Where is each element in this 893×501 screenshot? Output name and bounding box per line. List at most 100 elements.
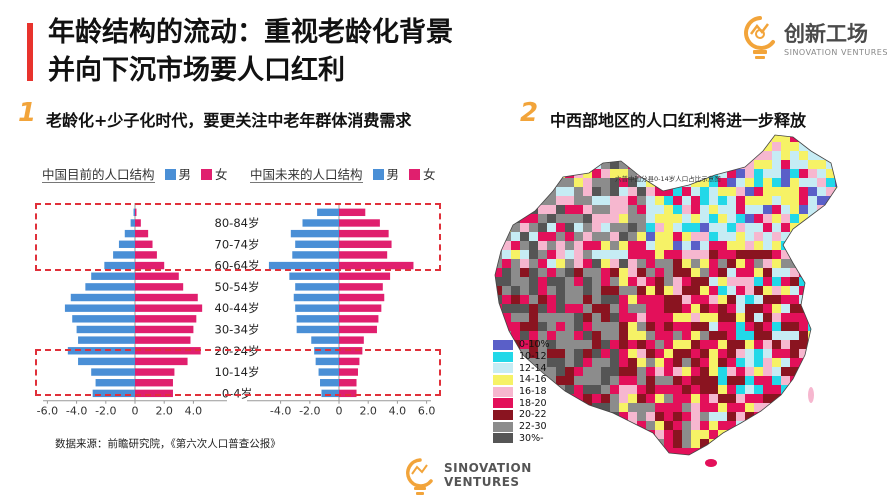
map-cell — [817, 367, 827, 377]
map-cell — [799, 322, 809, 332]
map-cell — [790, 358, 800, 368]
map-cell — [556, 241, 566, 251]
map-cell — [520, 277, 530, 287]
map-cell — [799, 430, 809, 440]
map-cell — [781, 135, 791, 143]
map-cell — [529, 142, 539, 152]
map-cell — [601, 295, 611, 305]
map-cell — [619, 304, 629, 314]
map-cell — [835, 313, 837, 323]
map-cell — [763, 412, 773, 422]
map-cell — [808, 205, 818, 215]
map-cell — [718, 295, 728, 305]
map-cell — [754, 304, 764, 314]
map-cell — [547, 313, 557, 323]
map-cell — [529, 214, 539, 224]
map-cell — [601, 259, 611, 269]
map-cell — [772, 196, 782, 206]
map-cell — [628, 367, 638, 377]
map-cell — [601, 304, 611, 314]
map-cell — [691, 223, 701, 233]
map-cell — [583, 421, 593, 431]
map-cell — [538, 187, 548, 197]
map-cell — [709, 376, 719, 386]
map-cell — [673, 403, 683, 413]
map-cell — [709, 394, 719, 404]
map-cell — [565, 142, 575, 152]
map-cell — [646, 286, 656, 296]
map-cell — [529, 259, 539, 269]
map-cell — [646, 331, 656, 341]
map-cell — [565, 322, 575, 332]
map-cell — [673, 135, 683, 143]
map-cell — [619, 412, 629, 422]
map-cell — [601, 412, 611, 422]
map-cell — [556, 358, 566, 368]
map-cell — [529, 151, 539, 161]
legend-item: 14-16 — [493, 374, 550, 386]
map-cell — [682, 295, 692, 305]
map-cell — [745, 448, 755, 455]
map-cell — [736, 457, 746, 467]
map-cell — [646, 304, 656, 314]
map-cell — [745, 241, 755, 251]
map-cell — [718, 178, 728, 188]
map-cell — [826, 232, 836, 242]
map-cell — [664, 331, 674, 341]
map-cell — [754, 403, 764, 413]
map-cell — [700, 142, 710, 152]
map-cell — [772, 205, 782, 215]
legend-swatch — [493, 398, 513, 409]
map-cell — [727, 322, 737, 332]
map-cell — [628, 340, 638, 350]
map-cell — [502, 250, 512, 260]
map-cell — [772, 232, 782, 242]
map-cell — [745, 259, 755, 269]
map-cell — [781, 295, 791, 305]
map-cell — [799, 196, 809, 206]
female-bar — [339, 304, 382, 312]
map-cell — [781, 268, 791, 278]
map-cell — [520, 160, 530, 170]
map-cell — [736, 232, 746, 242]
map-cell — [781, 313, 791, 323]
map-cell — [808, 286, 818, 296]
map-cell — [682, 135, 692, 143]
age-tick-label: 10-14岁 — [215, 365, 260, 379]
map-cell — [745, 385, 755, 395]
map-cell — [817, 457, 827, 467]
map-cell — [754, 187, 764, 197]
map-cell — [592, 457, 602, 467]
map-cell — [601, 277, 611, 287]
map-cell — [592, 223, 602, 233]
map-cell — [646, 421, 656, 431]
map-cell — [826, 448, 836, 455]
male-bar — [289, 272, 339, 280]
map-cell — [538, 358, 548, 368]
map-cell — [727, 135, 737, 143]
map-cell — [808, 214, 818, 224]
map-cell — [511, 331, 521, 341]
map-cell — [628, 457, 638, 467]
map-cell — [727, 331, 737, 341]
map-cell — [574, 135, 584, 143]
map-cell — [495, 241, 503, 251]
map-cell — [511, 142, 521, 152]
map-cell — [835, 466, 838, 468]
legend-item: 10-12 — [493, 351, 550, 363]
map-cell — [565, 304, 575, 314]
map-cell — [547, 340, 557, 350]
map-cell — [520, 196, 530, 206]
map-cell — [727, 142, 737, 152]
map-cell — [826, 349, 836, 359]
map-cell — [502, 259, 512, 269]
pyramid-2: -4.0 -2.0 0 2.0 4.0 6.0 — [247, 203, 435, 418]
map-cell — [790, 367, 800, 377]
map-cell — [772, 376, 782, 386]
map-cell — [691, 394, 701, 404]
map-cell — [673, 304, 683, 314]
map-cell — [781, 286, 791, 296]
map-cell — [529, 196, 539, 206]
map-cell — [628, 448, 638, 455]
legend-item: 30%- — [493, 433, 550, 445]
